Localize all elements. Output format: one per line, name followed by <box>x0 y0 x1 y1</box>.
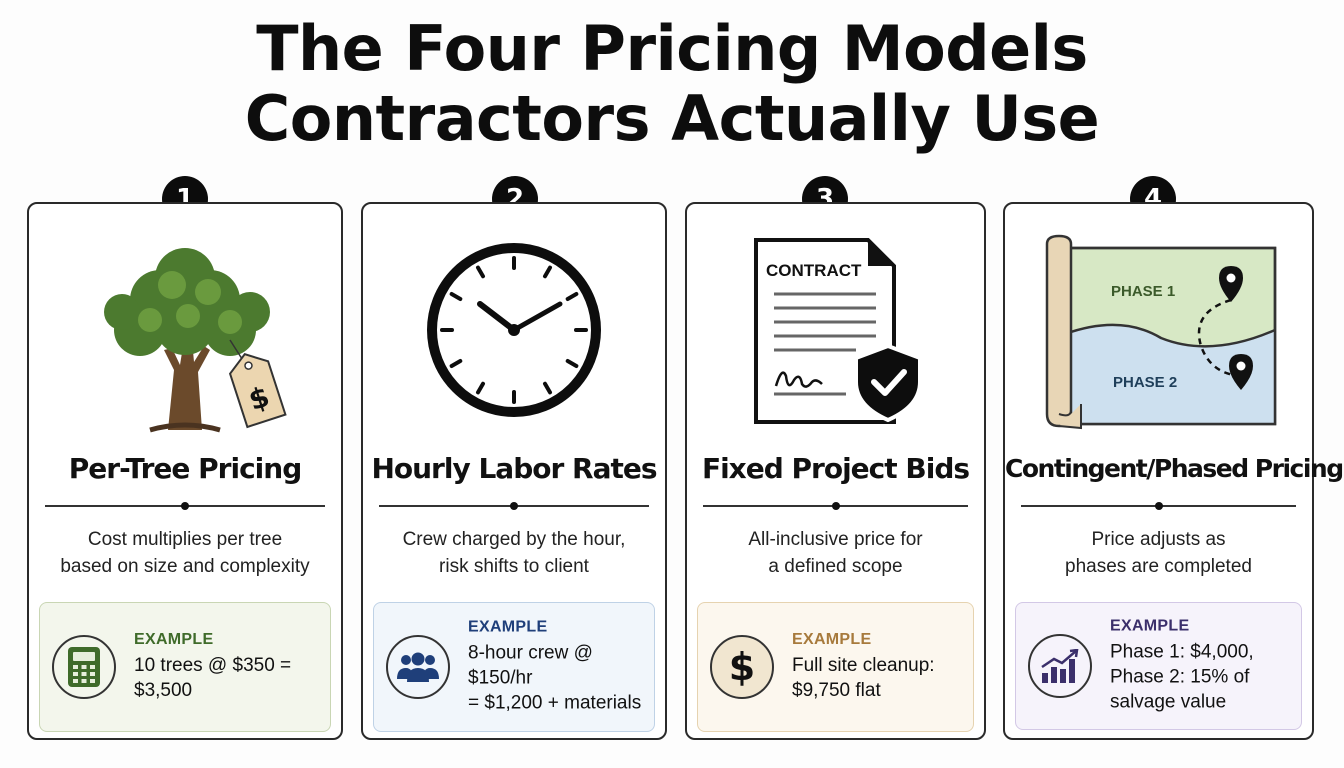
example-text: Phase 1: $4,000, <box>1110 641 1254 663</box>
clock-tick <box>476 265 485 279</box>
clock-tick <box>449 292 463 301</box>
growth-chart-icon <box>1028 634 1092 698</box>
contract-with-shield-icon: CONTRACT <box>753 238 922 424</box>
clock-tick <box>543 265 552 279</box>
example-text: salvage value <box>1110 691 1227 713</box>
example-text: = $1,200 + materials <box>468 692 642 714</box>
dollar-icon: $ <box>710 635 774 699</box>
page-title: The Four Pricing Models Contractors Actu… <box>0 14 1344 154</box>
example-text: $9,750 flat <box>792 680 881 701</box>
clock-icon <box>427 243 601 417</box>
phased-map-icon: PHASE 1 PHASE 2 <box>1045 234 1276 430</box>
divider <box>703 502 968 509</box>
map-label-phase-1: PHASE 1 <box>1111 283 1175 300</box>
tree-with-price-tag-icon: $ <box>104 248 287 433</box>
example-box: $ EXAMPLE Full site cleanup: $9,750 flat <box>697 602 974 732</box>
clock-tick <box>565 359 579 368</box>
title-line-1: The Four Pricing Models <box>256 12 1088 85</box>
card-hourly-labor-rates: Hourly Labor Rates Crew charged by the h… <box>361 202 667 740</box>
title-line-2: Contractors Actually Use <box>244 82 1100 155</box>
card-fixed-project-bids: CONTRACT Fixed Project Bids All-inclusiv… <box>685 202 986 740</box>
example-text: Phase 2: 15% of <box>1110 666 1250 688</box>
divider <box>1021 502 1296 509</box>
example-box: EXAMPLE 10 trees @ $350 = $3,500 <box>39 602 331 732</box>
card-description: Cost multiplies per tree based on size a… <box>60 529 310 577</box>
clock-tick <box>449 359 463 368</box>
card-description: Price adjusts as phases are completed <box>1065 529 1252 577</box>
contract-heading: CONTRACT <box>766 261 862 280</box>
card-contingent-phased-pricing: PHASE 1 PHASE 2 Contingent/Phased Pricin… <box>1003 202 1344 740</box>
map-label-phase-2: PHASE 2 <box>1113 374 1177 391</box>
calculator-icon <box>52 635 116 699</box>
divider <box>45 502 325 509</box>
card-description: Crew charged by the hour, risk shifts to… <box>402 529 626 577</box>
example-label: EXAMPLE <box>468 618 548 636</box>
divider <box>379 502 649 509</box>
card-per-tree-pricing: $ Per-Tree Pricing Cost multiplies per t… <box>27 202 343 740</box>
example-label: EXAMPLE <box>792 631 872 648</box>
card-title: Per-Tree Pricing <box>68 452 303 485</box>
example-box: EXAMPLE Phase 1: $4,000, Phase 2: 15% of… <box>1015 602 1302 730</box>
example-label: EXAMPLE <box>1110 617 1190 635</box>
example-text: 10 trees @ $350 = $3,500 <box>134 655 292 701</box>
example-text: Full site cleanup: <box>792 655 935 676</box>
card-title: Fixed Project Bids <box>701 452 970 485</box>
card-description: All-inclusive price for a defined scope <box>748 529 923 577</box>
clock-tick <box>476 381 485 395</box>
example-text: 8-hour crew @ $150/hr <box>468 642 593 689</box>
example-box: EXAMPLE 8-hour crew @ $150/hr = $1,200 +… <box>373 602 655 732</box>
crew-icon <box>386 635 450 699</box>
card-title: Contingent/Phased Pricing <box>1005 454 1344 483</box>
card-title: Hourly Labor Rates <box>371 452 657 485</box>
clock-tick <box>543 381 552 395</box>
clock-tick <box>565 292 579 301</box>
example-label: EXAMPLE <box>134 631 214 648</box>
